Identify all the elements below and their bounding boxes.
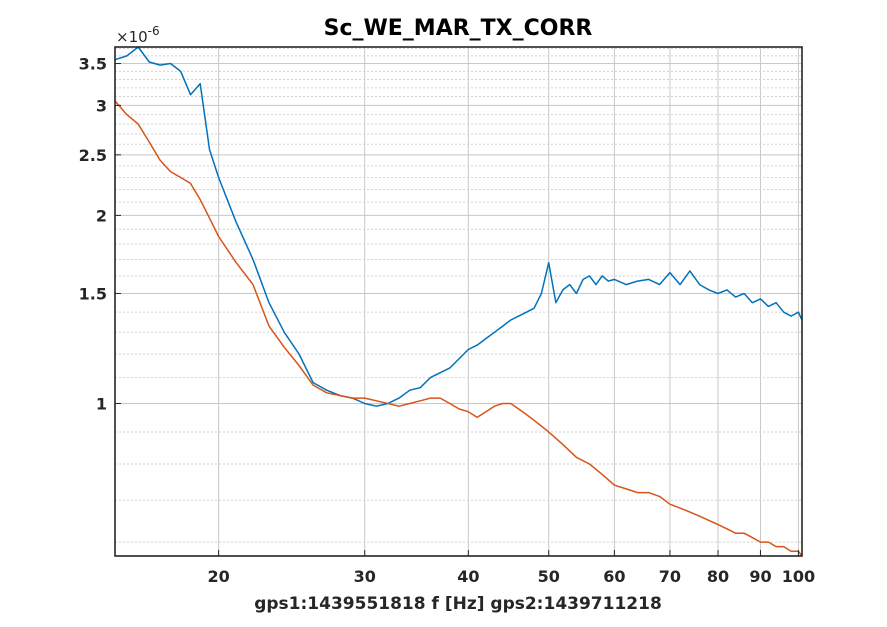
x-tick-labels: 20 30 40 50 60 70 80 90 100 [208,550,815,586]
x-tick-label: 90 [749,567,771,586]
x-axis-label: gps1:1439551818 f [Hz] gps2:1439711218 [254,594,662,614]
chart-title: Sc_WE_MAR_TX_CORR [324,16,593,41]
series-line-1 [114,46,803,407]
y-tick-label: 1.5 [79,284,107,303]
x-tick-label: 20 [208,567,230,586]
y-multiplier: ×10-6 [116,24,160,46]
series-line-2 [114,100,803,557]
x-tick-label: 70 [659,567,681,586]
grid [115,47,802,556]
x-tick-label: 50 [538,567,560,586]
axes-box [114,46,803,557]
series-layer [114,46,803,557]
x-tick-label: 80 [707,567,729,586]
y-multiplier-exponent: -6 [148,24,160,38]
x-tick-label: 30 [354,567,376,586]
y-tick-label: 3 [96,96,107,115]
y-tick-label: 2 [96,206,107,225]
y-tick-label: 1 [96,394,107,413]
plot-area [115,47,802,556]
x-tick-label: 100 [782,567,815,586]
x-tick-label: 40 [457,567,479,586]
y-tick-labels: 1 1.5 2 2.5 3 3.5 [79,55,121,413]
y-tick-label: 3.5 [79,55,107,74]
x-tick-label: 60 [603,567,625,586]
y-tick-label: 2.5 [79,146,107,165]
y-multiplier-base: ×10 [116,28,148,46]
